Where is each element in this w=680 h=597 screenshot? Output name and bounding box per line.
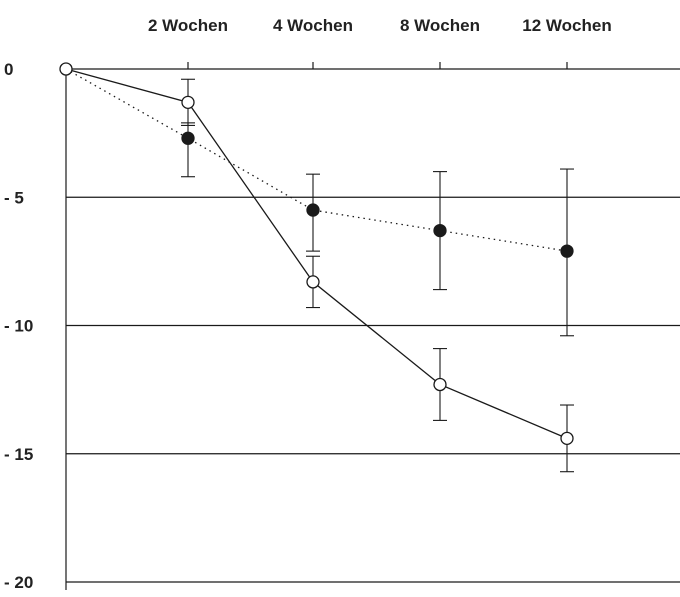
- x-tick-label: 12 Wochen: [522, 16, 611, 35]
- x-tick-label: 4 Wochen: [273, 16, 353, 35]
- data-point-open: [59, 62, 73, 76]
- data-point-open: [181, 95, 195, 109]
- y-tick-label: - 5: [4, 188, 24, 207]
- y-tick-label: 0: [4, 60, 13, 79]
- x-tick-label: 8 Wochen: [400, 16, 480, 35]
- data-point-open: [560, 431, 574, 446]
- y-tick-label: - 10: [4, 317, 33, 336]
- y-tick-label: - 15: [4, 445, 33, 464]
- data-point-open: [306, 275, 320, 289]
- x-tick-label: 2 Wochen: [148, 16, 228, 35]
- series-line-0: [65, 68, 568, 439]
- series-line-1: [65, 68, 568, 252]
- data-point-open: [433, 377, 447, 392]
- data-point-filled: [560, 244, 574, 258]
- data-point-filled: [433, 223, 447, 238]
- data-point-filled: [306, 203, 320, 217]
- y-tick-label: - 20: [4, 573, 33, 592]
- data-point-filled: [181, 131, 195, 145]
